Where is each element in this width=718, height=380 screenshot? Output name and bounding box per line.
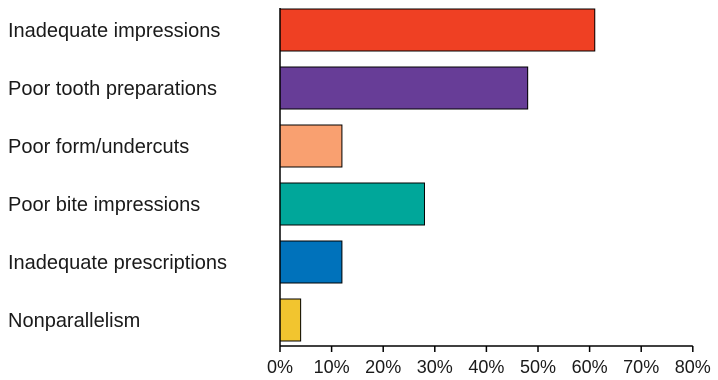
bar bbox=[279, 298, 302, 342]
bar bbox=[279, 182, 425, 226]
bars bbox=[279, 8, 596, 342]
category-label: Inadequate prescriptions bbox=[8, 252, 227, 274]
category-label: Inadequate impressions bbox=[8, 20, 220, 42]
x-tick-label: 80% bbox=[675, 357, 711, 377]
category-labels: Inadequate impressions Poor tooth prepara… bbox=[8, 20, 227, 332]
bar bbox=[279, 240, 343, 284]
x-tick-label: 70% bbox=[623, 357, 659, 377]
category-label: Poor bite impressions bbox=[8, 194, 200, 216]
bar bbox=[279, 66, 529, 110]
category-label: Poor tooth preparations bbox=[8, 78, 217, 100]
x-tick-label: 10% bbox=[314, 357, 350, 377]
x-tick-label: 50% bbox=[520, 357, 556, 377]
category-label: Nonparallelism bbox=[8, 310, 140, 332]
x-tick-label: 0% bbox=[267, 357, 293, 377]
x-tick-label: 20% bbox=[365, 357, 401, 377]
x-tick-label: 60% bbox=[572, 357, 608, 377]
category-label: Poor form/undercuts bbox=[8, 136, 189, 158]
bar bbox=[279, 8, 596, 52]
bar bbox=[279, 124, 343, 168]
x-axis-ticks: 0% 10% 20% 30% 40% 50% 60% 70% 80% bbox=[267, 346, 711, 377]
x-tick-label: 40% bbox=[468, 357, 504, 377]
x-tick-label: 30% bbox=[417, 357, 453, 377]
axes bbox=[279, 8, 693, 347]
